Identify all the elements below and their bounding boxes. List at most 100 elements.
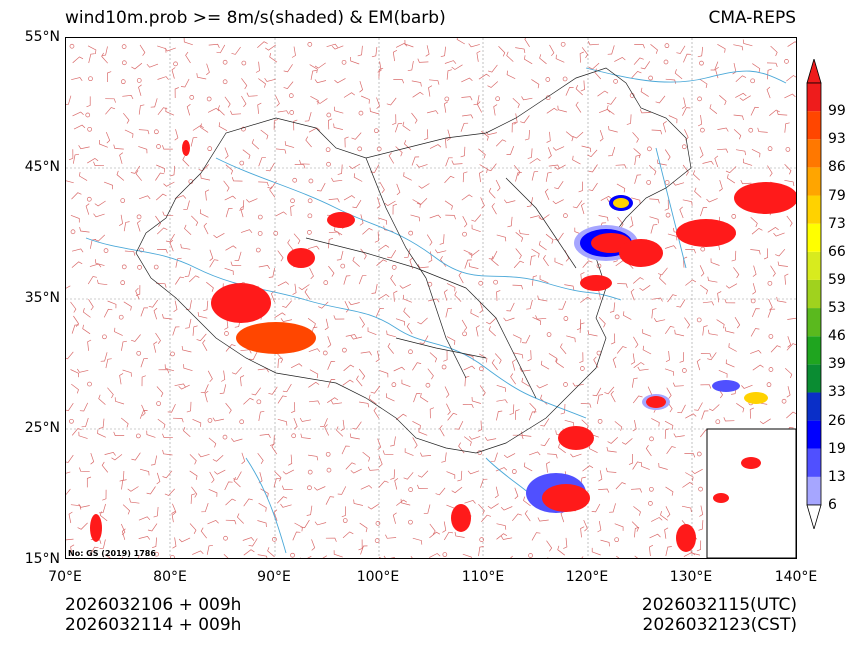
- wind-barb: [581, 145, 592, 153]
- wind-barb: [462, 553, 472, 558]
- lat-label-55: 55°N: [24, 29, 60, 45]
- wind-barb: [190, 493, 196, 504]
- wind-barb: [183, 200, 190, 211]
- wind-barb: [464, 499, 476, 504]
- wind-barb: [138, 104, 145, 115]
- wind-barb: [151, 537, 157, 549]
- wind-barb: [478, 73, 490, 80]
- colorbar-segment: [807, 476, 821, 505]
- wind-barb: [742, 158, 753, 166]
- wind-barb: [129, 498, 140, 504]
- wind-barb: [718, 369, 728, 378]
- calm-circle: [663, 59, 669, 65]
- wind-barb: [174, 383, 186, 388]
- wind-barb: [130, 165, 141, 174]
- wind-barb: [196, 73, 207, 80]
- wind-barb: [396, 499, 407, 506]
- wind-barb: [633, 57, 644, 65]
- wind-barb: [735, 149, 746, 156]
- wind-barb: [513, 113, 518, 125]
- calm-circle: [326, 112, 332, 118]
- calm-circle: [563, 382, 568, 387]
- wind-barb: [735, 75, 747, 83]
- wind-barb: [183, 364, 193, 372]
- wind-barb: [377, 217, 388, 225]
- wind-barb: [386, 97, 397, 106]
- wind-barb: [257, 520, 267, 528]
- calm-circle: [665, 212, 671, 218]
- wind-barb: [598, 215, 609, 222]
- wind-barb: [135, 287, 140, 300]
- wind-barb: [130, 334, 141, 342]
- calm-circle: [121, 60, 127, 66]
- wind-barb: [377, 438, 382, 450]
- wind-barb: [138, 129, 150, 135]
- colorbar-segment: [807, 83, 821, 112]
- wind-barb: [677, 404, 686, 414]
- wind-barb: [629, 216, 634, 228]
- wind-barb: [547, 557, 549, 558]
- wind-barb: [462, 403, 474, 409]
- wind-barb: [170, 165, 176, 177]
- wind-barb: [101, 52, 108, 64]
- wind-barb: [399, 283, 411, 289]
- wind-barb: [293, 233, 301, 245]
- wind-barb: [186, 401, 192, 413]
- wind-barb: [78, 431, 88, 439]
- wind-barb: [131, 62, 143, 70]
- calm-circle: [156, 401, 161, 406]
- wind-barb: [124, 129, 134, 138]
- wind-barb: [66, 351, 74, 360]
- wind-barb: [230, 261, 242, 267]
- wind-barb: [419, 335, 429, 344]
- calm-circle: [207, 146, 213, 152]
- calm-circle: [341, 59, 347, 65]
- wind-barb: [122, 369, 132, 377]
- wind-barb: [443, 350, 448, 362]
- wind-barb: [119, 373, 124, 385]
- wind-barb: [206, 63, 210, 76]
- wind-barb: [277, 110, 289, 115]
- wind-barb: [412, 537, 423, 545]
- wind-barb: [156, 164, 165, 173]
- wind-barb: [412, 362, 422, 371]
- wind-barb: [787, 41, 796, 47]
- wind-barb: [103, 181, 113, 190]
- calm-circle: [189, 95, 195, 100]
- wind-barb: [549, 44, 555, 57]
- wind-barb: [273, 477, 281, 488]
- colorbar-label: 53: [828, 300, 846, 317]
- wind-barb: [564, 284, 575, 291]
- wind-barb: [203, 300, 209, 312]
- wind-barb: [330, 400, 343, 405]
- wind-barb: [141, 404, 146, 417]
- wind-barb: [309, 64, 318, 74]
- wind-barb: [496, 523, 507, 530]
- calm-circle: [562, 76, 568, 82]
- wind-barb: [733, 44, 744, 51]
- wind-barb: [580, 296, 592, 303]
- wind-barb: [274, 312, 286, 318]
- wind-barb: [733, 129, 742, 140]
- calm-circle: [767, 146, 773, 152]
- wind-barb: [224, 96, 231, 108]
- wind-barb: [146, 63, 159, 68]
- wind-barb: [360, 485, 373, 490]
- wind-barb: [769, 109, 780, 116]
- calm-circle: [700, 127, 705, 133]
- wind-barb: [189, 523, 197, 534]
- map-panel[interactable]: [65, 37, 797, 559]
- wind-barb: [77, 368, 89, 373]
- wind-barb: [225, 207, 233, 218]
- wind-barb: [417, 470, 429, 478]
- wind-barb: [446, 336, 456, 345]
- wind-barb: [230, 110, 242, 115]
- calm-circle: [614, 537, 619, 543]
- wind-barb: [477, 101, 483, 113]
- calm-circle: [563, 213, 568, 218]
- wind-barb: [333, 315, 345, 320]
- wind-barb: [370, 164, 380, 173]
- wind-barb: [475, 325, 480, 337]
- wind-barb: [360, 351, 372, 356]
- wind-barb: [367, 327, 377, 336]
